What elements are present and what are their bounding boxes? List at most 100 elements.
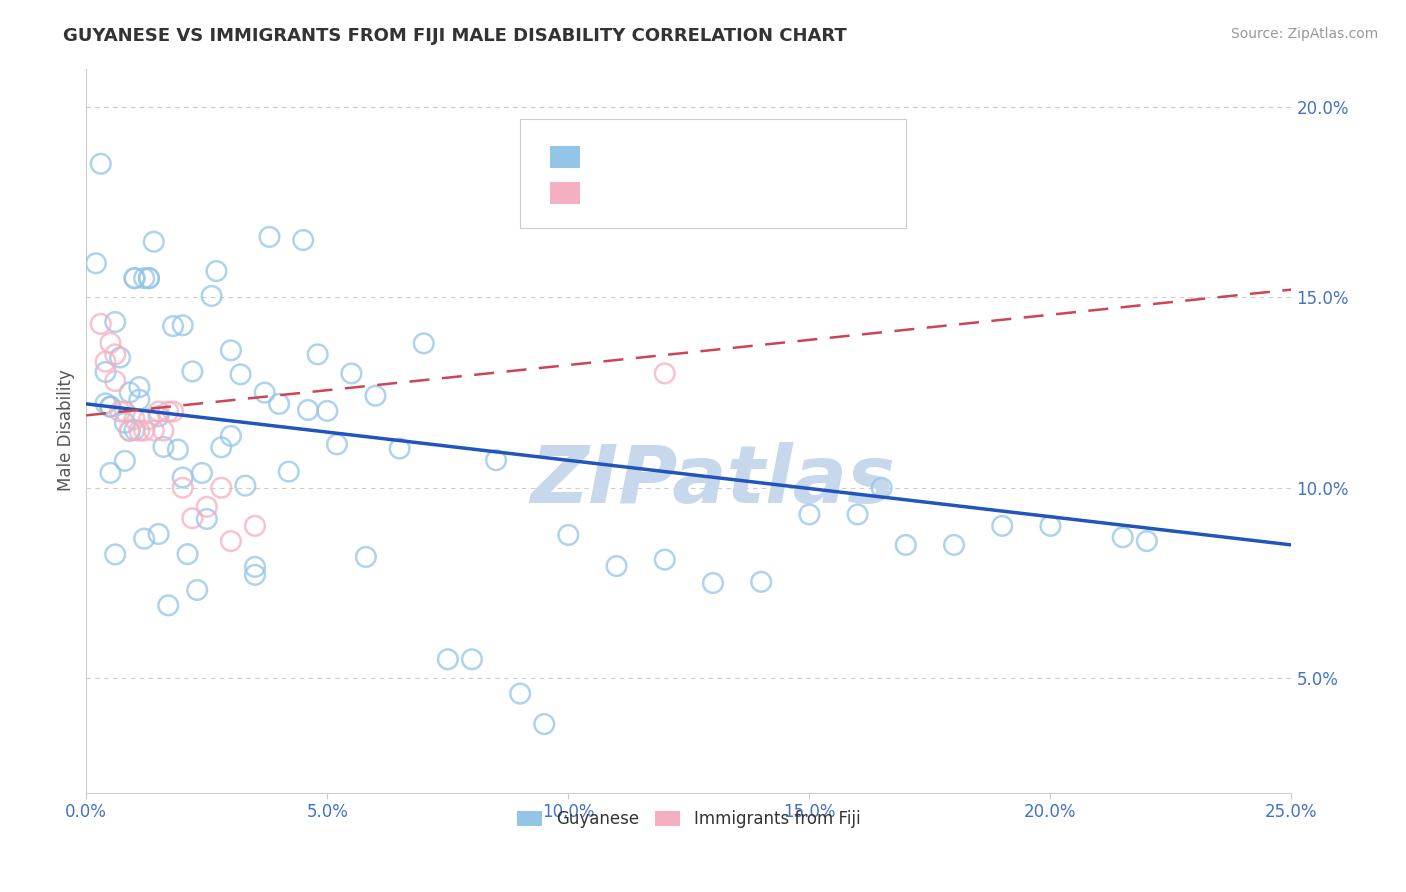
Point — [209, 481, 232, 495]
Point — [118, 424, 141, 438]
Point — [259, 230, 281, 244]
Point — [100, 400, 122, 414]
Point — [557, 528, 579, 542]
Point — [253, 385, 276, 400]
Point — [326, 437, 349, 451]
Point — [114, 416, 136, 430]
Point — [157, 404, 180, 418]
Point — [138, 271, 160, 285]
Point — [412, 336, 434, 351]
Point — [138, 412, 160, 426]
Point — [209, 440, 232, 454]
Point — [108, 351, 131, 365]
Point — [269, 397, 291, 411]
Point — [94, 365, 117, 379]
Point — [307, 347, 329, 361]
Point — [134, 424, 156, 438]
Point — [943, 538, 966, 552]
Point — [104, 374, 127, 388]
Point — [799, 508, 821, 522]
Point — [606, 559, 628, 574]
Point — [195, 512, 218, 526]
Point — [138, 271, 160, 285]
Point — [846, 508, 869, 522]
Point — [152, 440, 174, 454]
Text: R = -0.229: R = -0.229 — [599, 148, 704, 166]
Point — [128, 380, 150, 394]
Point — [297, 403, 319, 417]
Point — [114, 404, 136, 418]
Point — [142, 424, 165, 438]
Point — [124, 412, 146, 426]
Point — [461, 652, 484, 666]
Point — [364, 389, 387, 403]
Point — [894, 538, 917, 552]
FancyBboxPatch shape — [520, 120, 905, 227]
Text: N = 24: N = 24 — [737, 184, 804, 202]
Point — [124, 271, 146, 285]
Point — [1112, 530, 1135, 544]
Point — [172, 470, 194, 484]
Point — [157, 599, 180, 613]
Point — [134, 271, 156, 285]
Point — [118, 385, 141, 400]
Point — [148, 404, 170, 418]
Point — [316, 404, 339, 418]
Point — [100, 466, 122, 480]
Point — [104, 548, 127, 562]
Point — [142, 235, 165, 249]
Point — [340, 367, 363, 381]
Point — [172, 481, 194, 495]
Point — [243, 560, 266, 574]
Point — [533, 717, 555, 731]
Point — [219, 429, 242, 443]
Point — [195, 500, 218, 514]
Point — [90, 157, 112, 171]
Text: Source: ZipAtlas.com: Source: ZipAtlas.com — [1230, 27, 1378, 41]
Point — [152, 424, 174, 438]
Point — [509, 687, 531, 701]
Point — [128, 392, 150, 407]
Point — [181, 511, 204, 525]
Point — [1039, 519, 1062, 533]
Point — [94, 354, 117, 368]
Point — [388, 442, 411, 456]
Point — [104, 347, 127, 361]
FancyBboxPatch shape — [550, 182, 581, 204]
Point — [118, 424, 141, 438]
Point — [124, 423, 146, 437]
Point — [243, 519, 266, 533]
Point — [114, 454, 136, 468]
Point — [437, 652, 460, 666]
Point — [94, 396, 117, 410]
Point — [167, 442, 190, 457]
Point — [108, 404, 131, 418]
Point — [354, 549, 377, 564]
Point — [90, 317, 112, 331]
Point — [229, 368, 252, 382]
Point — [100, 335, 122, 350]
Point — [219, 343, 242, 358]
Point — [128, 424, 150, 438]
Point — [124, 271, 146, 285]
Point — [201, 289, 224, 303]
Point — [702, 576, 724, 591]
Point — [292, 233, 315, 247]
Point — [162, 404, 184, 418]
Point — [243, 567, 266, 582]
Point — [104, 315, 127, 329]
Point — [176, 547, 198, 561]
Text: ZIPatlas: ZIPatlas — [530, 442, 896, 520]
Point — [191, 466, 214, 480]
Point — [172, 318, 194, 333]
Point — [186, 582, 208, 597]
Point — [235, 478, 257, 492]
Y-axis label: Male Disability: Male Disability — [58, 369, 75, 491]
FancyBboxPatch shape — [550, 146, 581, 168]
Point — [870, 481, 893, 495]
Point — [277, 465, 299, 479]
Point — [749, 574, 772, 589]
Point — [205, 264, 228, 278]
Point — [181, 364, 204, 378]
Point — [134, 532, 156, 546]
